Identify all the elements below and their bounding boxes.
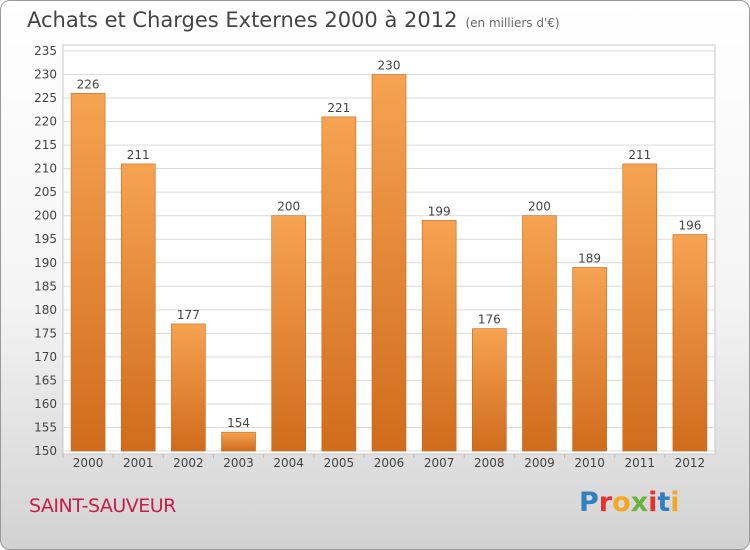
- data-label: 200: [277, 200, 300, 214]
- bar: [522, 215, 557, 452]
- y-tick-label: 210: [34, 162, 57, 176]
- bar: [221, 431, 256, 452]
- y-tick-label: 160: [34, 397, 57, 411]
- logo-letter: o: [612, 487, 631, 518]
- logo-letter: r: [598, 487, 613, 518]
- y-tick-label: 200: [34, 209, 57, 223]
- x-tick-label: 2000: [73, 456, 104, 470]
- x-tick-label: 2002: [173, 456, 204, 470]
- bar: [371, 74, 407, 452]
- logo-letter: P: [579, 487, 599, 518]
- data-label: 196: [678, 219, 701, 233]
- x-tick-label: 2009: [524, 456, 555, 470]
- data-label: 154: [227, 416, 250, 430]
- bar: [672, 234, 708, 452]
- logo-letter: i: [648, 487, 658, 518]
- data-label: 211: [127, 148, 150, 162]
- y-tick-label: 165: [34, 373, 57, 387]
- bar: [171, 323, 206, 452]
- y-tick-label: 225: [34, 91, 57, 105]
- y-tick-label: 180: [34, 303, 57, 317]
- y-tick-label: 185: [34, 279, 57, 293]
- y-tick-label: 205: [34, 185, 57, 199]
- x-tick-label: 2007: [424, 456, 455, 470]
- bar: [572, 267, 607, 452]
- y-tick-label: 170: [34, 350, 57, 364]
- title-text: Achats et Charges Externes 2000 à 2012: [27, 8, 458, 32]
- x-tick-label: 2005: [324, 456, 355, 470]
- bar: [321, 116, 357, 452]
- title-unit: (en milliers d'€): [465, 16, 560, 30]
- bar: [421, 220, 457, 452]
- chart-title: Achats et Charges Externes 2000 à 2012 (e…: [27, 8, 560, 32]
- data-label: 177: [177, 308, 200, 322]
- data-label: 189: [578, 251, 601, 265]
- data-label: 211: [628, 148, 651, 162]
- x-tick-label: 2010: [574, 456, 605, 470]
- x-tick-label: 2008: [474, 456, 505, 470]
- x-tick-label: 2001: [123, 456, 154, 470]
- logo-letter: x: [630, 487, 649, 518]
- place-name: SAINT-SAUVEUR: [29, 495, 176, 517]
- y-tick-label: 155: [34, 420, 57, 434]
- y-tick-label: 175: [34, 326, 57, 340]
- y-tick-label: 190: [34, 256, 57, 270]
- y-tick-label: 220: [34, 115, 57, 129]
- y-tick-label: 235: [34, 44, 57, 58]
- x-tick-label: 2006: [374, 456, 405, 470]
- bar: [622, 163, 658, 452]
- y-tick-label: 150: [34, 444, 57, 458]
- data-label: 226: [77, 77, 100, 91]
- x-tick-label: 2004: [273, 456, 304, 470]
- logo-letter: t: [657, 487, 671, 518]
- data-label: 200: [528, 200, 551, 214]
- bar: [120, 163, 156, 452]
- y-tick-label: 230: [34, 68, 57, 82]
- bar: [70, 93, 106, 452]
- data-label: 230: [378, 59, 401, 73]
- x-tick-label: 2003: [223, 456, 254, 470]
- bar: [472, 328, 507, 452]
- x-tick-label: 2012: [675, 456, 706, 470]
- data-label: 176: [478, 313, 501, 327]
- bar: [271, 215, 306, 452]
- data-label: 221: [327, 101, 350, 115]
- proxiti-logo[interactable]: Proxiti: [579, 487, 680, 518]
- logo-letter: i: [670, 487, 680, 518]
- data-label: 199: [428, 204, 451, 218]
- y-tick-label: 195: [34, 232, 57, 246]
- y-tick-label: 215: [34, 138, 57, 152]
- x-tick-label: 2011: [624, 456, 655, 470]
